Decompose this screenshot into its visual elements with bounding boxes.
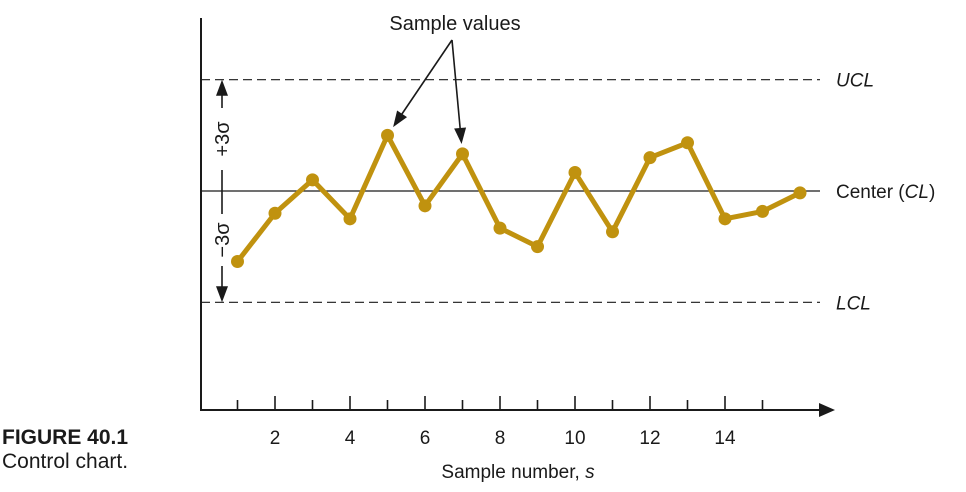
- data-point: [643, 151, 657, 165]
- data-point: [381, 128, 394, 142]
- data-point: [456, 147, 469, 161]
- annotation-arrowhead: [454, 127, 467, 144]
- data-point: [306, 173, 319, 187]
- data-point: [493, 221, 507, 235]
- x-tick-label: 10: [564, 428, 585, 449]
- data-point: [756, 204, 769, 218]
- x-tick-label: 12: [639, 428, 660, 449]
- sigma-lower-label: −3σ: [212, 222, 234, 258]
- figure-number: FIGURE 40.1: [2, 426, 129, 449]
- sigma-arrowhead-up: [216, 79, 228, 96]
- annotation-arrowhead: [393, 110, 408, 128]
- x-axis-label: Sample number, s: [441, 462, 595, 483]
- data-point: [231, 254, 244, 268]
- data-point: [793, 186, 807, 200]
- sigma-upper-label: +3σ: [212, 121, 234, 157]
- x-tick-label: 2: [270, 428, 281, 449]
- lcl-label: LCL: [836, 293, 871, 314]
- series-line: [235, 132, 803, 264]
- annotation-label: Sample values: [389, 13, 520, 35]
- data-point: [268, 206, 282, 220]
- sigma-arrowhead-down: [216, 286, 228, 303]
- figure-caption: Control chart.: [2, 450, 129, 473]
- data-point: [681, 136, 694, 150]
- data-point: [418, 199, 432, 213]
- x-axis-arrowhead: [819, 403, 835, 417]
- x-tick-label: 6: [420, 428, 431, 449]
- data-point: [343, 212, 357, 226]
- annotation-arrow: [451, 39, 462, 133]
- x-tick-label: 14: [714, 428, 736, 449]
- data-point: [718, 212, 732, 226]
- x-tick-label: 4: [345, 428, 356, 449]
- data-point: [568, 165, 582, 179]
- ucl-label: UCL: [836, 71, 874, 92]
- center-label: Center (CL): [836, 182, 935, 203]
- data-point: [606, 225, 619, 239]
- data-point: [531, 240, 544, 254]
- annotation-arrow: [399, 39, 453, 118]
- x-tick-label: 8: [495, 428, 506, 449]
